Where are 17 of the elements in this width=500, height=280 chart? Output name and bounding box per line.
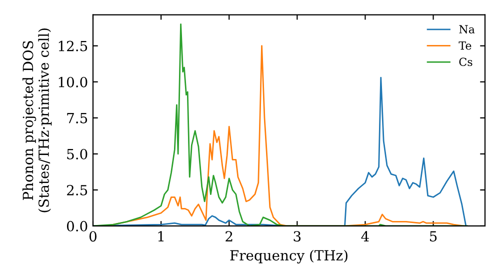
x-tick-label: 0 bbox=[89, 231, 96, 242]
x-tick-label: 1 bbox=[158, 231, 164, 242]
x-tick-label: 2 bbox=[226, 231, 232, 242]
y-tick-label: 7.5 bbox=[67, 113, 88, 124]
y-tick-label: 5.0 bbox=[67, 148, 88, 160]
x-tick-label: 3 bbox=[294, 231, 301, 242]
legend-label: Te bbox=[458, 41, 472, 50]
y-tick-label: 10.0 bbox=[58, 76, 88, 88]
x-axis-title: Frequency (THz) bbox=[230, 250, 348, 264]
legend-label: Cs bbox=[459, 58, 472, 66]
y-axis-title: Phonon projected DOS (States/THz·primitive cell) bbox=[22, 28, 52, 212]
y-tick-label: 0.0 bbox=[66, 220, 88, 232]
legend-label: Na bbox=[459, 25, 475, 34]
x-tick-label: 5 bbox=[430, 231, 437, 242]
y-tick-label: 2.5 bbox=[66, 184, 88, 196]
y-tick-label: 12.5 bbox=[58, 40, 88, 52]
x-tick-label: 4 bbox=[361, 231, 369, 242]
